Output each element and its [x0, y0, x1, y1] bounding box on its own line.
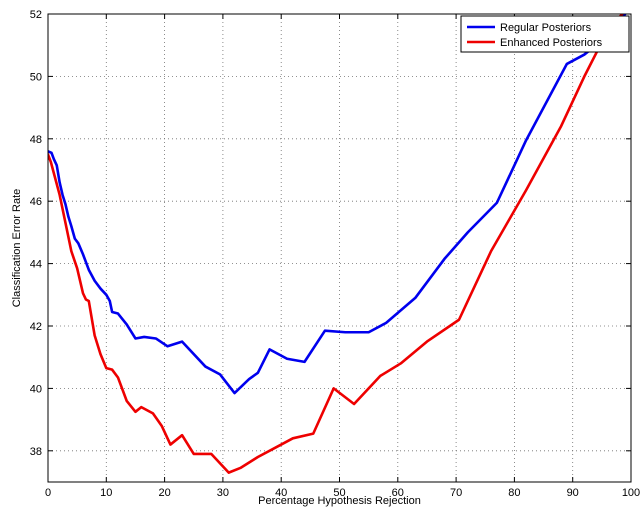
legend-label: Enhanced Posteriors — [500, 37, 603, 49]
legend-label: Regular Posteriors — [500, 22, 592, 34]
y-tick-label: 40 — [30, 383, 42, 395]
x-tick-label: 30 — [217, 487, 229, 499]
y-tick-label: 52 — [30, 9, 42, 21]
y-tick-label: 38 — [30, 446, 42, 458]
x-tick-label: 70 — [450, 487, 462, 499]
x-tick-label: 90 — [567, 487, 579, 499]
y-axis-title: Classification Error Rate — [11, 189, 23, 308]
legend-box — [460, 15, 630, 53]
series-line-regular-posteriors — [48, 14, 627, 395]
y-tick-label: 48 — [30, 134, 42, 146]
y-tick-label: 46 — [30, 196, 42, 208]
series-line-enhanced-posteriors — [48, 14, 624, 474]
axis-ticks: 0 10 20 30 40 50 60 70 80 90 100 38 40 42 44 46 48 50 52 — [30, 9, 640, 499]
x-tick-label: 80 — [508, 487, 520, 499]
x-tick-label: 0 — [45, 487, 51, 499]
y-tick-label: 50 — [30, 71, 42, 83]
x-tick-label: 40 — [275, 487, 287, 499]
x-tick-label: 10 — [100, 487, 112, 499]
x-axis-title: Percentage Hypothesis Rejection — [258, 495, 421, 507]
x-tick-label: 100 — [622, 487, 640, 499]
y-tick-label: 44 — [30, 259, 42, 271]
x-tick-label: 50 — [333, 487, 345, 499]
legend: Regular Posteriors Enhanced Posteriors — [460, 15, 630, 53]
y-tick-label: 42 — [30, 321, 42, 333]
x-tick-label: 20 — [158, 487, 170, 499]
x-tick-label: 60 — [392, 487, 404, 499]
series-layer — [48, 14, 627, 474]
